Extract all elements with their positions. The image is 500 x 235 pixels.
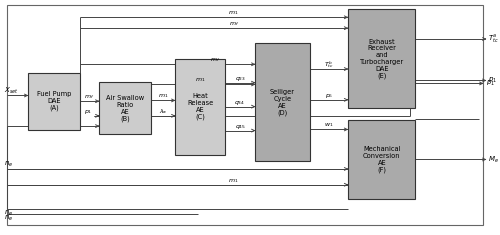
Text: Seiliger: Seiliger	[270, 89, 295, 95]
Text: $T_{tc}^{b}$: $T_{tc}^{b}$	[324, 60, 334, 70]
Text: $p_1$: $p_1$	[486, 79, 496, 88]
Bar	[176, 59, 225, 155]
Text: Cycle: Cycle	[274, 96, 291, 102]
Text: (F): (F)	[378, 167, 386, 173]
Text: $q_{34}$: $q_{34}$	[234, 99, 246, 107]
Text: DAE: DAE	[375, 66, 388, 72]
Text: $p_1$: $p_1$	[84, 108, 92, 116]
Text: Receiver: Receiver	[368, 45, 396, 51]
Text: Heat: Heat	[192, 93, 208, 99]
Text: Ratio: Ratio	[116, 102, 134, 108]
Text: (E): (E)	[377, 73, 386, 79]
Text: $q_{45}$: $q_{45}$	[234, 123, 246, 131]
Text: $X_{set}$: $X_{set}$	[4, 86, 18, 96]
Text: $m_f$: $m_f$	[84, 93, 94, 101]
Text: AE: AE	[278, 103, 287, 109]
Text: AE: AE	[121, 109, 130, 114]
Text: $T_{tc}^{a}$: $T_{tc}^{a}$	[488, 33, 499, 45]
Text: Fuel Pump: Fuel Pump	[37, 91, 71, 97]
Text: (B): (B)	[120, 115, 130, 122]
Text: Conversion: Conversion	[363, 153, 401, 159]
Text: $m_1$: $m_1$	[228, 9, 239, 17]
Bar	[348, 9, 416, 108]
Text: $q_{23}$: $q_{23}$	[234, 75, 246, 83]
Text: (D): (D)	[278, 109, 287, 116]
Bar	[348, 120, 416, 199]
Text: Release: Release	[187, 100, 214, 106]
Bar	[100, 82, 151, 134]
Text: $m_1$: $m_1$	[195, 77, 205, 84]
Text: $p_6$: $p_6$	[325, 92, 333, 100]
Text: (C): (C)	[195, 114, 205, 120]
Text: $n_e$: $n_e$	[4, 209, 13, 218]
Text: Exhaust: Exhaust	[368, 39, 395, 45]
Text: $m_1$: $m_1$	[158, 93, 168, 100]
Text: AE: AE	[196, 107, 204, 113]
Text: $\lambda_a$: $\lambda_a$	[159, 107, 168, 116]
Text: $p_1$: $p_1$	[488, 76, 498, 85]
Text: DAE: DAE	[48, 98, 61, 104]
Text: (A): (A)	[49, 105, 59, 111]
Bar	[28, 73, 80, 130]
Text: $m_f$: $m_f$	[228, 20, 239, 28]
Text: Mechanical: Mechanical	[363, 146, 401, 152]
Text: Turbocharger: Turbocharger	[360, 59, 404, 65]
Text: $w_1$: $w_1$	[324, 121, 334, 129]
Text: $n_e$: $n_e$	[4, 159, 13, 168]
Text: $m_1$: $m_1$	[228, 177, 239, 185]
Text: and: and	[376, 52, 388, 58]
Text: $n_e$: $n_e$	[4, 214, 13, 223]
Text: Air Swallow: Air Swallow	[106, 95, 144, 101]
Text: $M_e$: $M_e$	[488, 154, 500, 164]
Text: $m_f$: $m_f$	[210, 56, 220, 64]
Bar	[256, 43, 310, 161]
Text: AE: AE	[378, 160, 386, 166]
